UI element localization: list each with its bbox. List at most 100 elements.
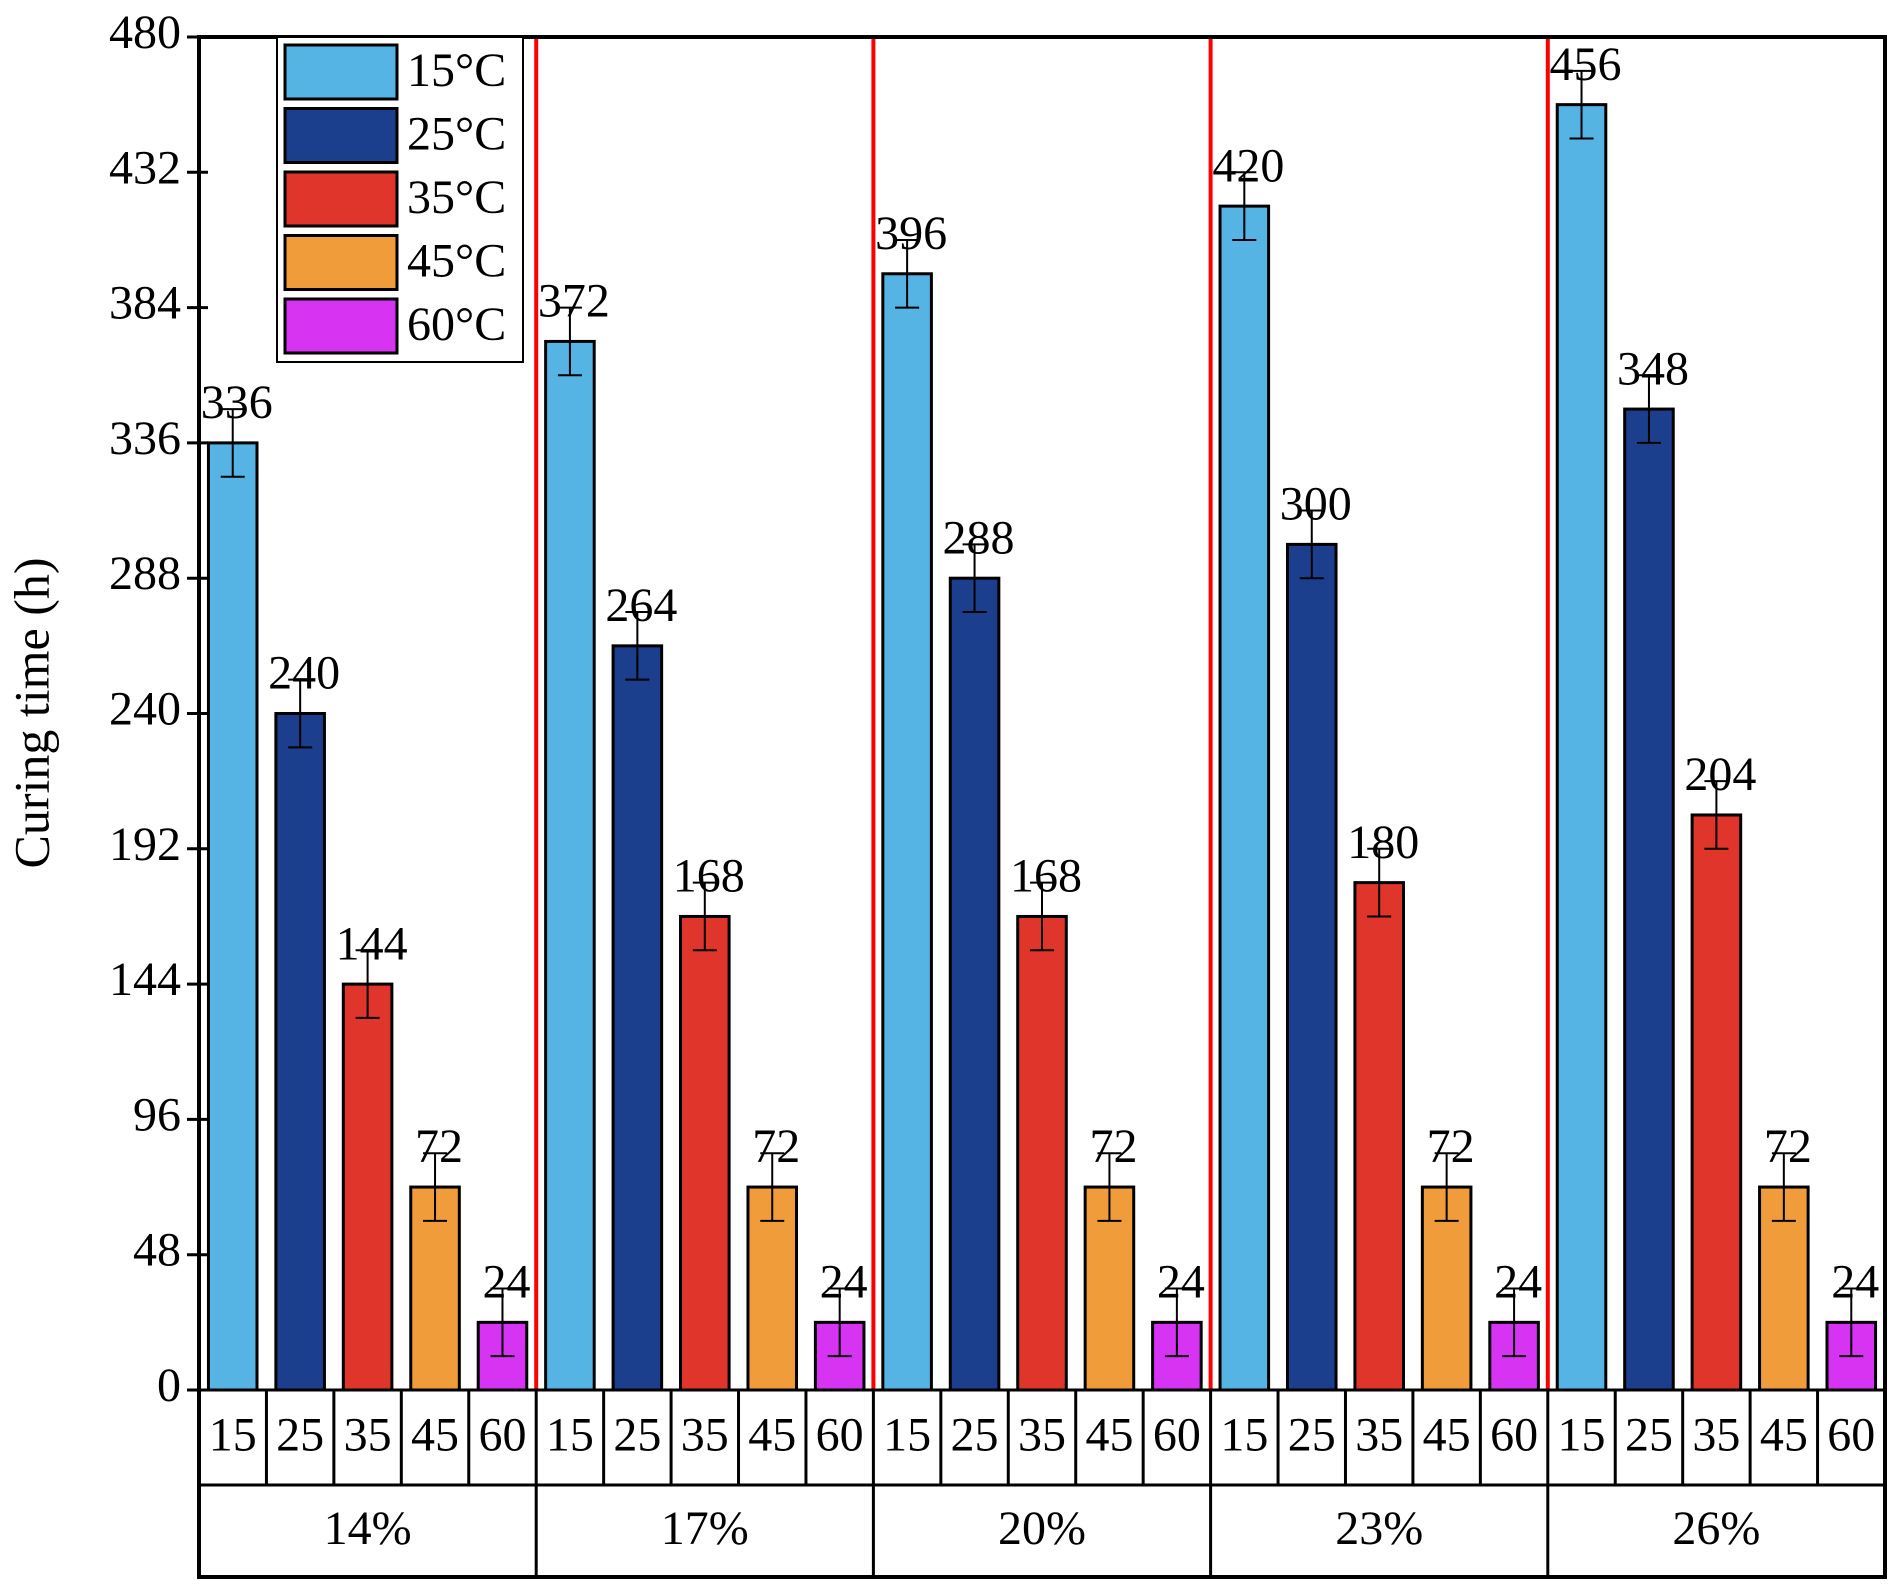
bar: [1690, 813, 1743, 1392]
sub-category-label: 25: [276, 1409, 324, 1462]
sub-category-label: 15: [1220, 1409, 1268, 1462]
error-bar: [895, 238, 920, 309]
sub-category-label: 15: [883, 1409, 931, 1462]
legend-swatch: [283, 43, 399, 101]
y-tick-label: 192: [109, 818, 181, 871]
y-axis-label: Curing time (h): [3, 557, 59, 868]
category-label: 17%: [661, 1502, 749, 1555]
error-bar: [692, 881, 717, 952]
legend-label: 45°C: [407, 235, 506, 288]
data-label: 24: [1157, 1256, 1205, 1309]
data-label: 168: [1010, 850, 1082, 903]
bar: [1218, 204, 1271, 1392]
y-tick-label: 96: [133, 1088, 181, 1141]
data-label: 264: [605, 579, 677, 632]
legend-swatch: [283, 170, 399, 228]
y-tick-label: 384: [109, 277, 181, 330]
data-label: 372: [538, 275, 610, 328]
y-tick-label: 240: [109, 683, 181, 736]
bar: [948, 576, 1001, 1392]
error-bar: [1299, 509, 1324, 580]
data-label: 348: [1617, 342, 1689, 395]
bar: [341, 982, 394, 1392]
sub-category-label: 45: [411, 1409, 459, 1462]
data-label: 204: [1684, 748, 1756, 801]
legend-label: 25°C: [407, 108, 506, 161]
error-bar: [423, 1152, 448, 1222]
legend-swatch: [283, 234, 399, 291]
data-label: 336: [201, 376, 273, 429]
legend-swatch: [283, 297, 399, 355]
y-tick-label: 0: [157, 1359, 181, 1412]
bar: [679, 914, 731, 1392]
sub-category-label: 25: [1625, 1409, 1673, 1462]
sub-category-label: 25: [951, 1409, 999, 1462]
data-label: 240: [268, 647, 340, 700]
error-bar: [1164, 1287, 1189, 1358]
sub-category-label: 60: [816, 1409, 864, 1462]
sub-category-label: 60: [1827, 1409, 1875, 1462]
error-bar: [288, 678, 313, 749]
data-label: 72: [1427, 1120, 1475, 1173]
error-bar: [1030, 881, 1054, 952]
bar: [1285, 542, 1338, 1392]
data-label: 72: [1089, 1120, 1137, 1173]
error-bar: [220, 408, 245, 478]
error-bar: [1839, 1287, 1864, 1358]
sub-category-label: 45: [1085, 1409, 1133, 1462]
bar: [274, 712, 326, 1392]
bar: [1353, 881, 1405, 1392]
error-bar: [1502, 1287, 1527, 1358]
legend-label: 60°C: [407, 298, 506, 351]
error-bar: [1636, 374, 1661, 444]
data-label: 168: [673, 850, 745, 903]
sub-category-label: 60: [1153, 1409, 1201, 1462]
sub-category-label: 25: [1288, 1409, 1336, 1462]
legend-label: 35°C: [407, 171, 506, 224]
sub-category-label: 45: [748, 1409, 796, 1462]
sub-category-label: 15: [209, 1409, 257, 1462]
data-label: 396: [875, 207, 947, 260]
plot-frame: [197, 35, 1887, 1579]
data-label: 144: [336, 917, 408, 970]
data-label: 72: [1764, 1120, 1812, 1173]
category-label: 14%: [324, 1502, 412, 1555]
data-label: 24: [820, 1256, 868, 1309]
data-label: 72: [752, 1120, 800, 1173]
error-bar: [490, 1287, 515, 1358]
data-label: 24: [1831, 1256, 1879, 1309]
data-label: 24: [482, 1256, 530, 1309]
error-bar: [625, 611, 650, 681]
y-tick-label: 144: [109, 953, 181, 1006]
sub-category-label: 60: [1490, 1409, 1538, 1462]
sub-category-label: 60: [478, 1409, 526, 1462]
error-bar: [1569, 69, 1594, 140]
legend-label: 15°C: [407, 44, 506, 97]
bar: [1623, 407, 1675, 1392]
bar: [206, 441, 259, 1392]
bar: [1555, 103, 1608, 1392]
error-bar: [1232, 171, 1257, 241]
y-tick-label: 336: [109, 412, 181, 465]
y-tick-label: 432: [109, 141, 181, 194]
category-label: 23%: [1335, 1502, 1423, 1555]
sub-category-label: 25: [613, 1409, 661, 1462]
sub-category-label: 35: [681, 1409, 729, 1462]
y-tick-label: 288: [109, 547, 181, 600]
sub-category-label: 15: [546, 1409, 594, 1462]
category-label: 26%: [1672, 1502, 1760, 1555]
legend-swatch: [283, 107, 399, 164]
data-label: 180: [1347, 816, 1419, 869]
sub-category-label: 35: [1355, 1409, 1403, 1462]
error-bar: [557, 306, 582, 377]
sub-category-label: 35: [344, 1409, 392, 1462]
error-bar: [962, 543, 987, 614]
data-label: 420: [1212, 139, 1284, 192]
error-bar: [1434, 1152, 1459, 1222]
data-label: 288: [943, 511, 1015, 564]
category-label: 20%: [998, 1502, 1086, 1555]
sub-category-label: 45: [1423, 1409, 1471, 1462]
error-bar: [1097, 1152, 1122, 1222]
sub-category-label: 15: [1558, 1409, 1606, 1462]
